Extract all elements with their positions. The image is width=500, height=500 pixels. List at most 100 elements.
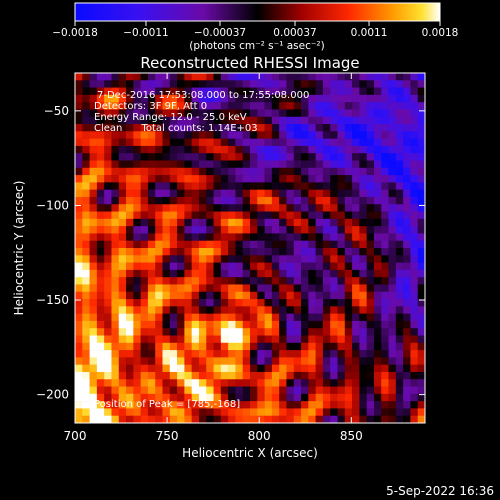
heatmap-cell (257, 393, 265, 402)
heatmap-cell (279, 211, 287, 220)
heatmap-cell (213, 248, 222, 256)
heatmap-cell (286, 350, 295, 358)
heatmap-cell (264, 102, 273, 110)
heatmap-cell (220, 73, 229, 81)
heatmap-cell (206, 175, 214, 183)
heatmap-cell (373, 262, 382, 271)
heatmap-cell (235, 73, 244, 81)
heatmap-cell (417, 408, 426, 417)
heatmap-cell (162, 299, 171, 307)
heatmap-cell (308, 306, 316, 314)
heatmap-cell (271, 342, 280, 351)
heatmap-cell (417, 320, 426, 329)
heatmap-cell (169, 160, 178, 169)
heatmap-cell (126, 364, 134, 373)
heatmap-cell (213, 153, 222, 161)
x-tick-label: 800 (248, 429, 271, 443)
heatmap-cell (308, 138, 316, 147)
heatmap-cell (395, 189, 404, 198)
colorbar-tick-label: 0.0018 (422, 27, 459, 39)
heatmap-cell (162, 291, 171, 300)
heatmap-cell (177, 386, 185, 395)
heatmap-cell (242, 320, 251, 329)
heatmap-cell (177, 124, 185, 132)
heatmap-cell (162, 415, 171, 424)
heatmap-cell (111, 109, 120, 118)
heatmap-cell (403, 284, 411, 293)
heatmap-cell (271, 299, 280, 307)
heatmap-cell (133, 284, 141, 293)
heatmap-cell (242, 218, 251, 227)
heatmap-cell (417, 401, 426, 409)
heatmap-cell (352, 328, 360, 336)
heatmap-cell (301, 255, 309, 263)
heatmap-cell (417, 328, 426, 336)
heatmap-cell (118, 109, 127, 118)
heatmap-cell (242, 233, 251, 242)
heatmap-cell (410, 335, 419, 344)
heatmap-cell (286, 371, 295, 380)
heatmap-cell (198, 240, 207, 249)
heatmap-cell (366, 284, 375, 293)
heatmap-cell (96, 160, 105, 169)
heatmap-cell (133, 226, 141, 234)
heatmap-cell (82, 328, 90, 336)
heatmap-cell (75, 182, 83, 190)
heatmap-cell (242, 284, 251, 293)
heatmap-cell (177, 379, 185, 387)
heatmap-cell (82, 124, 90, 132)
heatmap-cell (293, 189, 302, 198)
heatmap-cell (271, 94, 280, 103)
heatmap-cell (111, 145, 120, 154)
heatmap-cell (242, 160, 251, 169)
heatmap-cell (352, 167, 360, 176)
heatmap-cell (75, 262, 83, 271)
heatmap-cell (155, 167, 163, 176)
heatmap-cell (235, 131, 244, 139)
heatmap-cell (82, 182, 90, 190)
heatmap-cell (82, 87, 90, 96)
heatmap-cell (220, 196, 229, 205)
heatmap-cell (250, 284, 258, 293)
heatmap-cell (359, 313, 367, 322)
heatmap-cell (373, 393, 382, 402)
heatmap-cell (381, 306, 389, 314)
heatmap-cell (184, 379, 192, 387)
heatmap-cell (388, 357, 397, 365)
heatmap-cell (126, 167, 134, 176)
heatmap-cell (410, 218, 419, 227)
heatmap-cell (250, 189, 258, 198)
heatmap-cell (155, 145, 163, 154)
heatmap-cell (133, 313, 141, 322)
heatmap-cell (388, 102, 397, 110)
heatmap-cell (198, 386, 207, 395)
heatmap-cell (250, 218, 258, 227)
heatmap-cell (388, 204, 397, 212)
heatmap-cell (177, 393, 185, 402)
heatmap-cell (191, 364, 200, 373)
heatmap-cell (198, 182, 207, 190)
heatmap-cell (206, 248, 214, 256)
heatmap-cell (293, 167, 302, 176)
heatmap-cell (271, 87, 280, 96)
heatmap-cell (373, 175, 382, 183)
heatmap-cell (308, 109, 316, 118)
heatmap-cell (395, 291, 404, 300)
heatmap-cell (147, 94, 156, 103)
heatmap-cell (337, 393, 346, 402)
heatmap-cell (250, 182, 258, 190)
heatmap-cell (75, 401, 83, 409)
heatmap-cell (82, 335, 90, 344)
heatmap-cell (293, 175, 302, 183)
heatmap-cell (373, 102, 382, 110)
heatmap-cell (286, 160, 295, 169)
heatmap-cell (147, 408, 156, 417)
heatmap-cell (308, 291, 316, 300)
heatmap-cell (147, 226, 156, 234)
heatmap-cell (147, 218, 156, 227)
heatmap-cell (381, 138, 389, 147)
heatmap-cell (381, 313, 389, 322)
heatmap-cell (322, 160, 331, 169)
heatmap-cell (344, 131, 353, 139)
heatmap-cell (140, 408, 149, 417)
